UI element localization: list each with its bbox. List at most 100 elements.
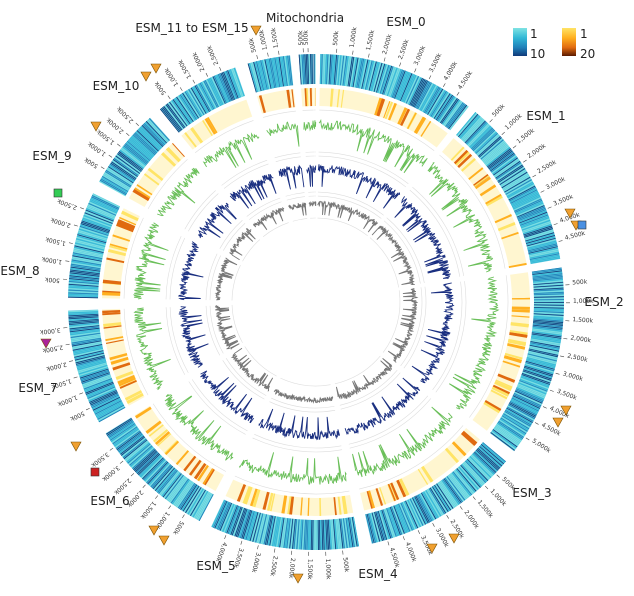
- heat-cell: [288, 55, 293, 86]
- heat-cell: [77, 234, 107, 244]
- heat-cell: [487, 148, 512, 168]
- heat-cell: [391, 506, 403, 535]
- track-guide: [221, 159, 268, 186]
- tick-label: 3,000k: [250, 552, 262, 574]
- heat-cell: [254, 61, 263, 91]
- heat-cell: [509, 186, 537, 202]
- heat-cell: [451, 441, 467, 457]
- heat-cell: [533, 291, 564, 294]
- heat-cell: [161, 472, 181, 497]
- heat-cell: [524, 229, 554, 239]
- heat-cell: [256, 513, 265, 543]
- heat-cell: [185, 487, 202, 514]
- heat-cell: [467, 457, 490, 480]
- heat-cell: [337, 496, 342, 515]
- heat-cell: [260, 60, 268, 90]
- tick-label: 1,000k: [349, 26, 359, 48]
- heat-cell: [79, 225, 109, 236]
- heat-cell: [522, 370, 552, 381]
- heat-cell: [307, 497, 310, 516]
- heat-cell: [187, 89, 204, 116]
- tick-mark: [553, 223, 558, 226]
- heat-cell: [523, 369, 552, 380]
- heat-cell: [70, 265, 101, 271]
- heat-cell: [86, 385, 115, 398]
- heat-cell: [521, 375, 550, 387]
- heat-cell: [70, 335, 101, 341]
- heat-cell: [190, 87, 207, 114]
- heat-cell: [531, 333, 562, 339]
- tick-mark: [167, 95, 171, 100]
- heat-cell: [114, 428, 139, 447]
- heat-cell: [524, 363, 554, 373]
- heat-cell: [510, 399, 538, 415]
- heat-cell: [503, 175, 530, 192]
- heat-cell: [208, 78, 223, 106]
- chromosome-ESM_10: 500k 1,000k 1,500k: [248, 27, 308, 222]
- track-guide: [222, 360, 265, 400]
- heat-cell: [80, 369, 110, 381]
- heat-cell: [171, 100, 190, 125]
- heat-cell: [164, 105, 184, 130]
- heat-cell: [69, 273, 100, 278]
- heat-cell: [281, 56, 287, 87]
- heat-cell: [107, 167, 133, 185]
- tick-mark: [446, 515, 449, 519]
- heat-cell: [124, 144, 148, 164]
- heat-cell: [77, 361, 107, 371]
- heat-cell: [515, 388, 544, 402]
- heat-cell: [503, 413, 530, 430]
- navy-track-ESM_11_15: [306, 164, 315, 187]
- heat-cell: [176, 482, 195, 508]
- track-guide: [383, 220, 421, 284]
- heat-cell: [522, 371, 551, 383]
- heat-cell: [120, 436, 145, 456]
- heat-cell: [522, 221, 551, 232]
- heat-cell: [528, 244, 558, 253]
- heat-cell: [125, 441, 150, 462]
- heat-cell: [533, 317, 564, 321]
- heat-cell: [230, 506, 242, 536]
- tick-label: 1,500k: [44, 235, 66, 247]
- marker-triangle-icon: [292, 573, 304, 584]
- heat-cell: [533, 307, 564, 309]
- heat-cell: [339, 518, 344, 549]
- heat-cell: [251, 62, 261, 92]
- heat-cell: [336, 55, 340, 86]
- heat-cell: [182, 92, 199, 119]
- heat-cell: [175, 481, 194, 507]
- heat-cell: [531, 332, 562, 338]
- heat-cell: [455, 152, 470, 166]
- heat-cell: [454, 469, 475, 494]
- heat-cell: [68, 312, 99, 315]
- heat-cell: [514, 198, 542, 212]
- heat-cell: [502, 360, 521, 368]
- heat-cell: [213, 75, 227, 104]
- track-guide: [403, 286, 427, 369]
- heat-cell: [383, 66, 394, 95]
- heat-cell: [372, 62, 382, 92]
- heat-cell: [215, 501, 229, 530]
- heat-cell: [434, 484, 452, 511]
- heat-cell: [527, 355, 557, 365]
- heat-cell: [360, 59, 367, 89]
- heat-cell: [193, 491, 210, 519]
- heat-cell: [71, 337, 102, 344]
- heat-cell: [73, 346, 103, 354]
- heat-cell: [97, 404, 125, 420]
- heat-cell: [494, 427, 520, 445]
- heat-cell: [503, 355, 522, 364]
- track-guide: [249, 201, 282, 220]
- heat-cell: [105, 169, 132, 187]
- chromosome-label: Mitochondria: [266, 11, 344, 25]
- heat-cell: [88, 388, 117, 402]
- tick-mark: [387, 541, 390, 546]
- heat-cell: [275, 57, 282, 87]
- heat-cell: [174, 480, 193, 506]
- heat-cell: [533, 289, 564, 292]
- heat-cell: [115, 155, 141, 174]
- tick-label: 2,500k: [536, 159, 558, 176]
- heat-cell: [117, 374, 136, 385]
- heat-cell: [372, 512, 382, 542]
- heat-cell: [452, 471, 473, 496]
